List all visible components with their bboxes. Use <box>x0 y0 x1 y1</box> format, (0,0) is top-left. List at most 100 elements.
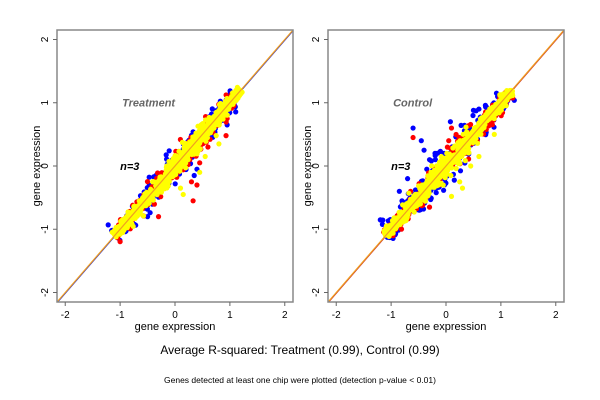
point-yellow <box>385 224 391 230</box>
point-blue <box>379 221 385 227</box>
detection-caption: Genes detected at least one chip were pl… <box>164 375 436 385</box>
outlier-point-blue <box>476 106 482 112</box>
point-yellow <box>163 167 169 173</box>
point-yellow <box>139 202 145 208</box>
y-tick-label: -1 <box>311 224 322 233</box>
y-tick-label: 2 <box>40 36 51 42</box>
y-tick-label: 2 <box>311 36 322 42</box>
outlier-point-yellow <box>459 185 466 191</box>
point-yellow <box>133 209 139 215</box>
point-blue <box>433 190 439 196</box>
point-blue <box>441 187 447 193</box>
r-squared-caption: Average R-squared: Treatment (0.99), Con… <box>160 343 440 357</box>
x-tick-label: -1 <box>387 310 396 321</box>
point-yellow <box>203 138 209 144</box>
sample-size-label: n=3 <box>120 161 139 173</box>
point-yellow <box>125 209 131 215</box>
point-yellow <box>457 140 463 146</box>
point-yellow <box>419 196 425 202</box>
x-tick-label: 1 <box>227 310 233 321</box>
y-tick-label: 1 <box>40 100 51 106</box>
point-yellow <box>194 137 200 143</box>
outlier-point-red <box>188 179 195 185</box>
outlier-point-yellow <box>476 153 482 160</box>
point-yellow <box>180 149 187 155</box>
point-yellow <box>396 209 402 215</box>
point-yellow <box>189 151 195 157</box>
outlier-point-yellow <box>202 153 208 160</box>
point-yellow <box>225 106 231 112</box>
point-yellow <box>170 156 176 162</box>
panel-title: Treatment <box>122 98 176 110</box>
point-yellow <box>113 227 119 233</box>
point-yellow <box>213 109 219 115</box>
point-yellow <box>434 166 440 172</box>
y-tick-label: -2 <box>311 288 322 297</box>
point-blue <box>172 181 178 187</box>
point-yellow <box>463 124 469 130</box>
x-tick-label: -1 <box>116 310 125 321</box>
point-yellow <box>417 185 423 192</box>
point-yellow <box>390 230 396 236</box>
point-yellow <box>466 150 472 156</box>
point-blue <box>146 174 152 180</box>
outlier-point-blue <box>470 107 477 113</box>
outlier-point-blue <box>432 150 438 156</box>
point-yellow <box>453 165 459 172</box>
x-axis-label: gene expression <box>135 321 216 333</box>
outlier-point-blue <box>191 172 197 179</box>
point-yellow <box>116 223 122 229</box>
point-yellow <box>206 127 212 133</box>
point-red <box>151 201 157 207</box>
point-yellow <box>448 172 454 179</box>
point-yellow <box>470 130 476 136</box>
point-yellow <box>126 214 132 220</box>
y-tick-label: 0 <box>40 163 51 169</box>
outlier-point-red <box>426 204 433 210</box>
outlier-point-red <box>410 134 416 141</box>
point-yellow <box>406 190 412 196</box>
point-yellow <box>422 198 428 204</box>
outlier-point-yellow <box>197 169 203 175</box>
point-yellow <box>403 218 409 224</box>
outlier-point-blue <box>426 157 433 163</box>
plot-area <box>57 30 293 302</box>
point-yellow <box>165 183 171 189</box>
point-yellow <box>505 89 511 96</box>
y-tick-label: -1 <box>40 224 51 233</box>
point-yellow <box>438 154 444 160</box>
x-tick-label: 0 <box>443 310 449 321</box>
y-axis-label: gene expression <box>302 126 314 207</box>
outlier-point-blue <box>404 176 411 182</box>
point-yellow <box>462 158 468 164</box>
outlier-point-yellow <box>457 179 463 185</box>
point-yellow <box>408 196 414 202</box>
point-blue <box>432 157 438 163</box>
outlier-point-yellow <box>177 185 184 191</box>
sample-size-label: n=3 <box>391 161 410 173</box>
point-yellow <box>429 163 435 169</box>
point-blue <box>482 102 488 108</box>
point-blue <box>105 222 111 228</box>
point-blue <box>233 109 239 115</box>
point-yellow <box>474 140 481 146</box>
outlier-point-yellow <box>216 141 222 147</box>
y-tick-label: 1 <box>311 100 322 106</box>
x-tick-label: -2 <box>61 310 70 321</box>
point-yellow <box>401 212 407 218</box>
outlier-point-blue <box>421 147 427 153</box>
point-yellow <box>111 231 117 237</box>
outlier-point-red <box>205 144 211 150</box>
point-yellow <box>123 225 129 231</box>
scatter-panel-treatment: -2 -2 -1 -1 0 0 1 1 2 2 gene expression gene expres… <box>31 29 294 333</box>
point-blue <box>412 187 419 193</box>
y-tick-label: 0 <box>311 163 322 169</box>
outlier-point-yellow <box>468 163 474 169</box>
point-yellow <box>222 99 229 105</box>
outlier-point-red <box>446 138 452 144</box>
point-blue <box>451 177 457 183</box>
outlier-point-red <box>197 160 203 166</box>
outlier-point-red <box>448 125 455 131</box>
point-yellow <box>139 196 145 202</box>
